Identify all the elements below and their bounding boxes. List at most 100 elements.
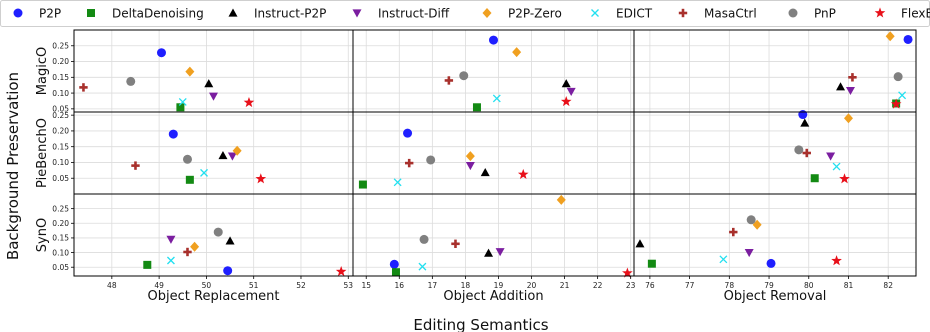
point-edict: [393, 178, 402, 187]
point-masactrl: [802, 148, 811, 158]
point-masactrl: [444, 76, 454, 85]
point-deltadenoising: [143, 260, 152, 269]
point-instruct-p2p: [204, 79, 214, 88]
point-pnp: [746, 215, 756, 225]
x-tick-label: 79: [764, 281, 774, 290]
legend-label-instruct-p2p: Instruct-P2P: [254, 7, 326, 21]
panel-frame: [633, 193, 917, 277]
point-instruct-diff: [495, 248, 505, 257]
legend-marker-masactrl: [678, 8, 688, 18]
point-p2p: [489, 35, 498, 45]
point-masactrl: [405, 158, 414, 168]
x-tick-label: 52: [296, 281, 306, 290]
point-instruct-diff: [744, 248, 754, 258]
x-tick-label: 78: [725, 281, 735, 290]
y-tick-label: 0.20: [52, 219, 69, 228]
point-p2p-zero: [556, 194, 566, 205]
x-tick-label: 21: [560, 281, 570, 290]
point-flexedit: [839, 173, 850, 184]
point-instruct-diff: [465, 162, 475, 171]
point-masactrl: [451, 239, 460, 248]
legend: P2P DeltaDenoising Instruct-P2P Instruct-Di…: [0, 0, 930, 27]
panel-syno-object-addition: 15 16 17 18 19 20 21 22 23 Object Addition: [352, 193, 636, 304]
panel-piebencho-object-removal: [633, 110, 917, 195]
legend-label-p2p: P2P: [39, 7, 61, 21]
point-p2p-zero: [843, 113, 853, 124]
point-instruct-p2p: [836, 82, 846, 91]
y-tick-label: 0.05: [52, 105, 69, 114]
legend-label-instruct-diff: Instruct-Diff: [378, 7, 450, 21]
legend-marker-p2p-zero: [482, 8, 492, 18]
y-tick-label: 0.10: [52, 248, 69, 257]
point-deltadenoising: [647, 259, 656, 268]
legend-marker-edict: [591, 9, 599, 17]
sup-x-label: Editing Semantics: [413, 316, 548, 332]
panels: 0.05 0.10 0.15 0.20 0.25 MagicO 0.050.100.150.…: [35, 29, 917, 304]
y-tick-label: 0.20: [52, 57, 69, 66]
legend-label-deltadenoising: DeltaDenoising: [112, 7, 204, 21]
point-flexedit: [560, 95, 572, 107]
x-tick-label: 18: [461, 281, 471, 290]
point-pnp: [182, 154, 192, 164]
point-flexedit: [517, 168, 529, 179]
point-edict: [492, 94, 501, 103]
point-edict: [832, 162, 841, 171]
point-instruct-diff: [826, 152, 836, 161]
point-pnp: [459, 71, 469, 81]
x-tick-label: 50: [202, 281, 212, 290]
point-p2p-zero: [885, 31, 895, 42]
point-p2p: [903, 34, 913, 44]
x-label-object-replacement: Object Replacement: [148, 289, 280, 304]
legend-label-flexedit: FlexEdit: [901, 7, 930, 21]
point-p2p-zero: [190, 241, 200, 252]
point-p2p: [798, 110, 808, 120]
point-p2p: [403, 128, 413, 138]
point-deltadenoising: [472, 103, 481, 112]
legend-marker-flexedit: [874, 7, 886, 18]
panel-piebencho-object-addition: [352, 111, 635, 195]
legend-label-pnp: PnP: [814, 7, 836, 21]
x-tick-label: 19: [494, 281, 504, 290]
point-p2p-zero: [465, 151, 475, 162]
point-deltadenoising: [185, 175, 194, 184]
point-masactrl: [131, 161, 140, 170]
point-pnp: [893, 72, 903, 82]
sup-y-label: Background Preservation: [4, 72, 22, 260]
point-instruct-p2p: [635, 239, 645, 248]
y-tick-label: 0.10: [52, 158, 69, 167]
legend-marker-instruct-diff: [352, 9, 362, 18]
point-instruct-p2p: [800, 118, 810, 127]
point-p2p: [168, 129, 178, 139]
legend-label-masactrl: MasaCtrl: [704, 7, 757, 21]
y-tick-label: 0.25: [52, 204, 69, 213]
row-label-magico: MagicO: [35, 47, 50, 95]
point-p2p-zero: [512, 47, 522, 58]
x-tick-label: 23: [626, 281, 636, 290]
point-flexedit: [255, 173, 267, 184]
point-instruct-p2p: [484, 248, 494, 257]
x-label-object-removal: Object Removal: [724, 289, 827, 304]
point-edict: [178, 97, 187, 106]
y-tick-label: 0.05: [52, 263, 69, 272]
x-tick-label: 53: [343, 281, 353, 290]
point-masactrl: [729, 227, 738, 237]
point-masactrl: [848, 73, 857, 82]
point-pnp: [213, 227, 223, 237]
point-edict: [898, 91, 907, 100]
point-flexedit: [831, 255, 842, 266]
x-tick-label: 76: [645, 281, 655, 290]
point-instruct-diff: [845, 86, 855, 96]
panel-syno-object-removal: 76 77 78 79 80 81 82 Object Removal: [633, 193, 917, 304]
y-tick-label: 0.15: [52, 73, 69, 82]
x-tick-label: 22: [593, 281, 603, 290]
x-tick-label: 15: [361, 281, 371, 290]
point-p2p: [766, 258, 776, 268]
legend-label-p2p-zero: P2P-Zero: [508, 7, 562, 21]
point-flexedit: [243, 96, 255, 108]
point-masactrl: [183, 247, 192, 257]
point-pnp: [794, 145, 804, 155]
legend-marker-p2p: [13, 8, 23, 18]
